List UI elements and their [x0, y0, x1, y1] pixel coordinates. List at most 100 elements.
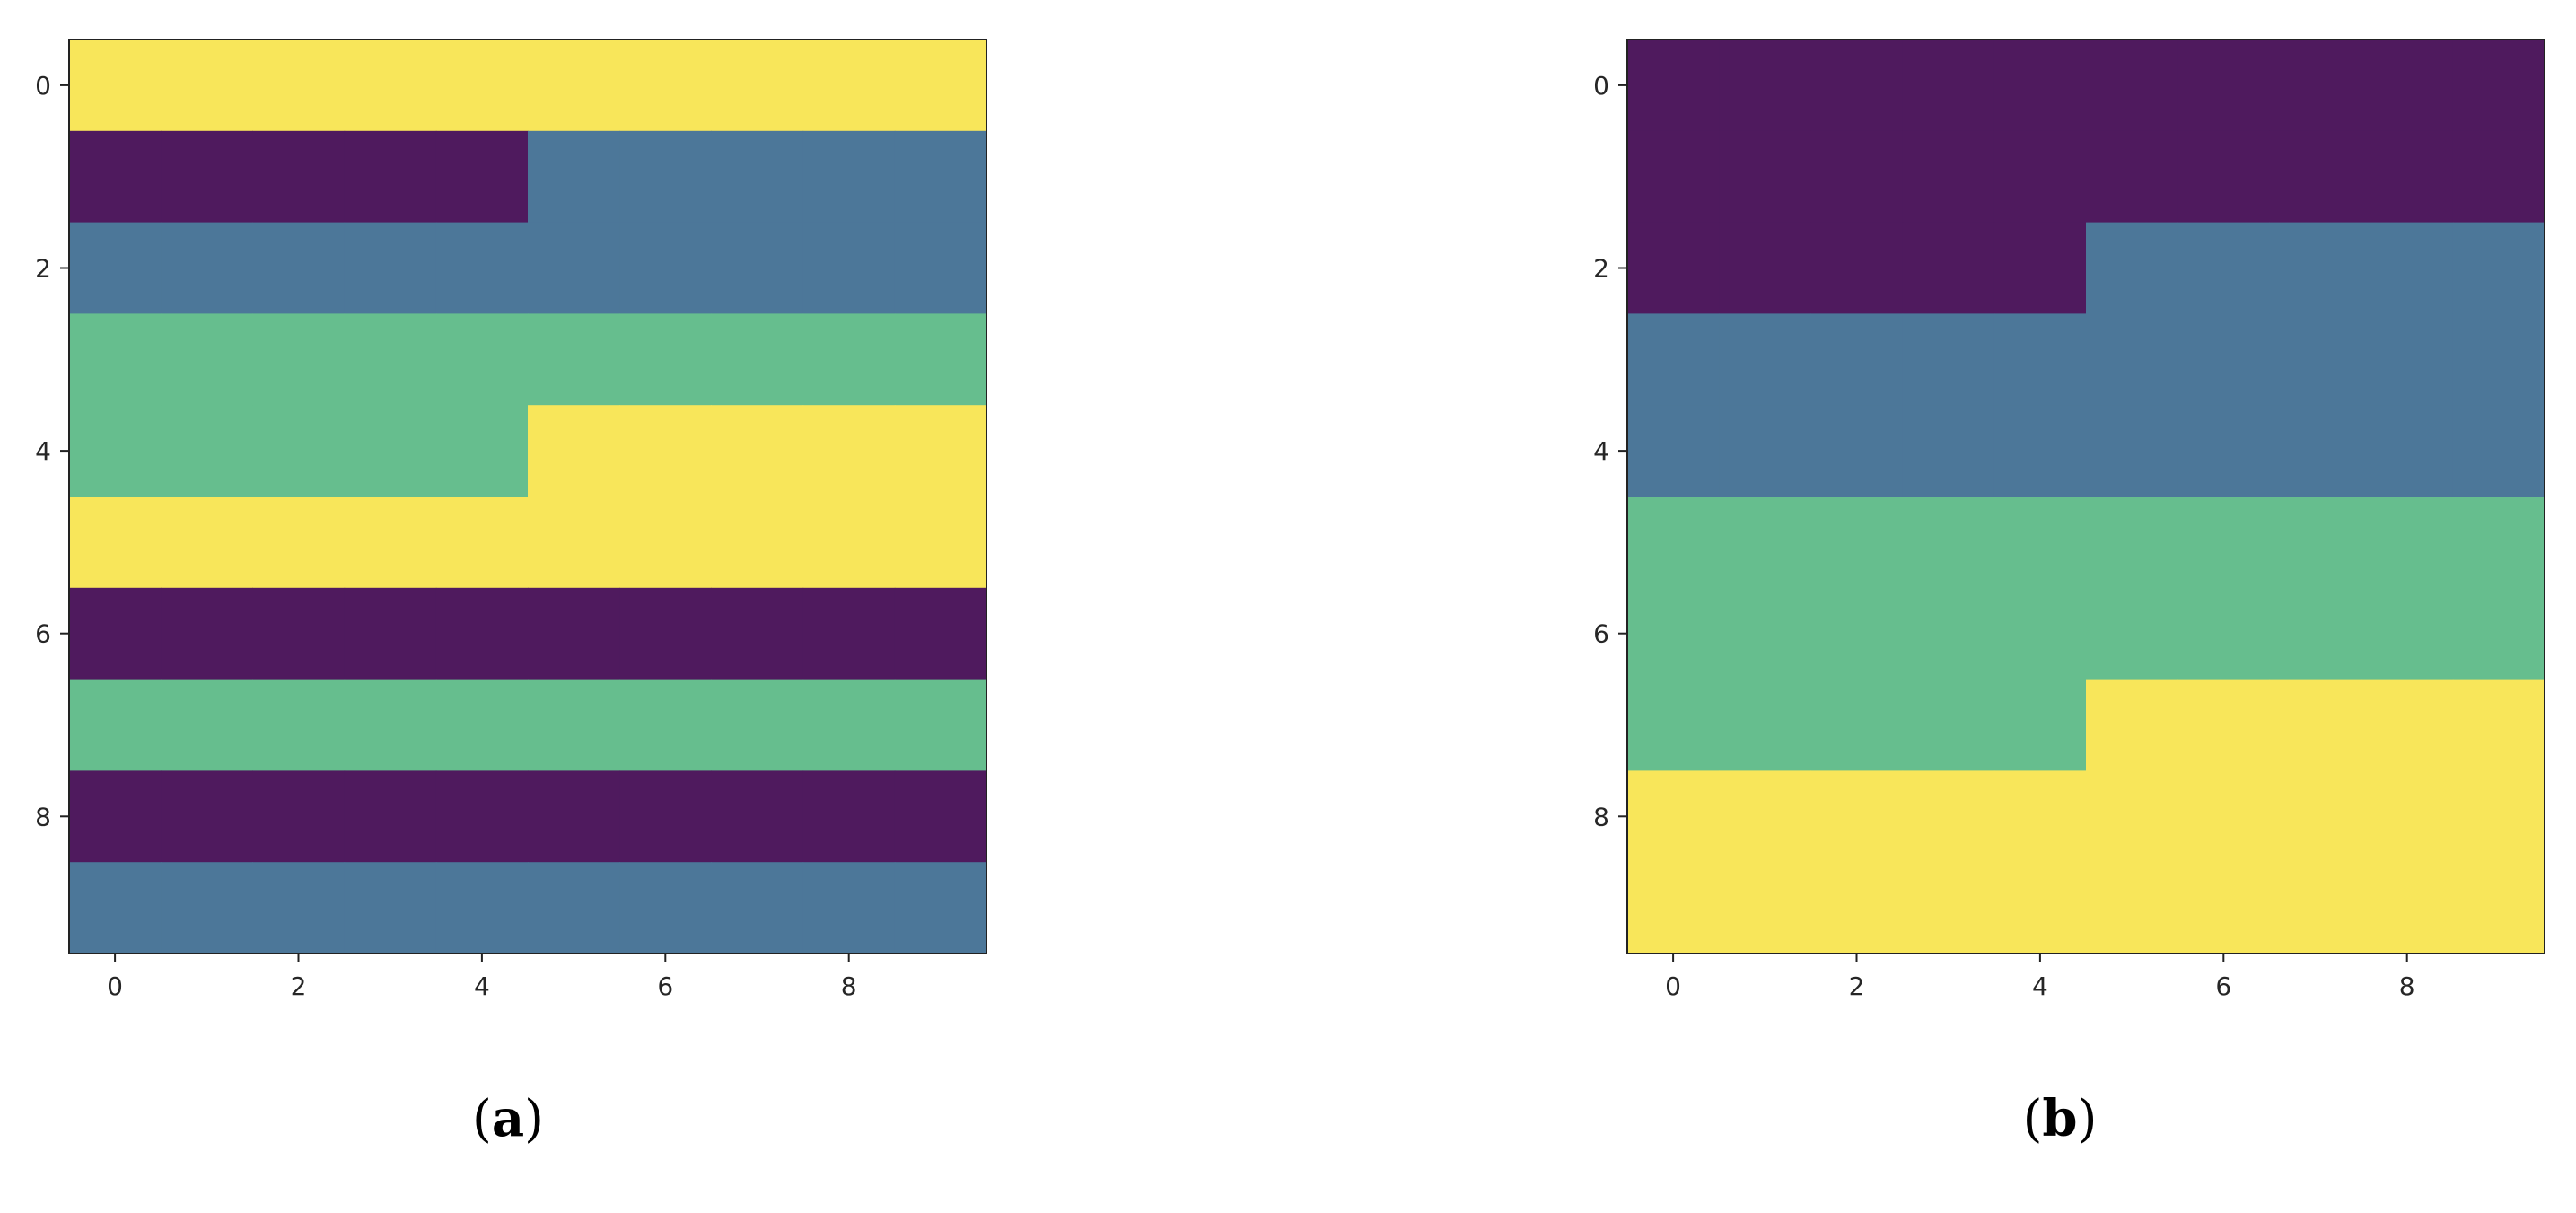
heatmap-cell: [2269, 770, 2362, 863]
heatmap-cell: [2269, 130, 2362, 224]
heatmap-cell: [435, 222, 529, 314]
heatmap-cell: [2361, 770, 2454, 863]
heatmap-cell: [69, 770, 162, 863]
heatmap-cell: [1902, 770, 1995, 863]
heatmap-cell: [2361, 222, 2454, 314]
heatmap-cell: [2452, 222, 2545, 314]
y-tick-label: 2: [1593, 254, 1609, 284]
heatmap-cell: [344, 770, 437, 863]
heatmap-cell: [252, 679, 346, 771]
y-tick-label: 6: [1593, 620, 1609, 649]
heatmap-cell: [1627, 770, 1720, 863]
heatmap-cell: [2361, 497, 2454, 589]
heatmap-cell: [1810, 770, 1904, 863]
heatmap-cell: [69, 130, 162, 224]
heatmap-cell: [161, 497, 253, 589]
heatmap-cell: [2086, 679, 2178, 771]
heatmap-cell: [619, 130, 712, 224]
x-tick-label: 6: [2215, 971, 2231, 1001]
heatmap-cell: [711, 679, 804, 771]
heatmap-cell: [1719, 770, 1811, 863]
heatmap-cell: [1993, 222, 2087, 314]
heatmap-cell: [2177, 130, 2270, 224]
heatmap-cell: [1719, 222, 1811, 314]
heatmap-cell: [802, 587, 896, 681]
heatmap-cell: [2086, 222, 2178, 314]
axes-frame: [1626, 39, 2545, 954]
heatmap-cell: [528, 40, 620, 132]
heatmap-cell: [435, 497, 529, 589]
heatmap-cell: [2452, 405, 2545, 497]
heatmap-cell: [1993, 405, 2087, 497]
heatmap-cell: [1810, 405, 1904, 497]
heatmap-cell: [802, 405, 896, 497]
heatmap-cell: [802, 862, 896, 954]
heatmap-cell: [69, 313, 162, 406]
x-tick-label: 0: [1665, 971, 1681, 1001]
heatmap-cell: [1993, 587, 2087, 681]
heatmap-cell: [2361, 40, 2454, 132]
heatmap-cell: [894, 587, 987, 681]
x-tick-label: 2: [1849, 971, 1865, 1001]
heatmap-cell: [894, 40, 987, 132]
heatmap-cell: [344, 587, 437, 681]
heatmap-cell: [2452, 770, 2545, 863]
heatmap-cell: [1627, 497, 1720, 589]
heatmap-cell: [802, 497, 896, 589]
heatmap-cell: [802, 679, 896, 771]
heatmap-cell: [2177, 679, 2270, 771]
heatmap-cell: [1902, 587, 1995, 681]
heatmap-cell: [344, 313, 437, 406]
heatmap-cell: [2086, 497, 2178, 589]
heatmap-cell: [69, 40, 162, 132]
heatmap-cell: [528, 587, 620, 681]
y-tick-label: 4: [1593, 436, 1609, 466]
heatmap-cell: [1719, 313, 1811, 406]
heatmap-cell: [2361, 679, 2454, 771]
heatmap-cell: [435, 587, 529, 681]
heatmap-cell: [1627, 679, 1720, 771]
heatmap-cell: [1902, 313, 1995, 406]
heatmap-cell: [1627, 405, 1720, 497]
heatmap-cell: [894, 770, 987, 863]
heatmap-cell: [1902, 679, 1995, 771]
y-tick-label: 6: [35, 620, 51, 649]
heatmap-cell: [435, 770, 529, 863]
y-tick-label: 8: [1593, 802, 1609, 831]
x-tick-label: 8: [841, 971, 857, 1001]
x-tick-label: 4: [2032, 971, 2048, 1001]
heatmap-cell: [2361, 313, 2454, 406]
heatmap-cell: [2177, 313, 2270, 406]
heatmap-cell: [1902, 222, 1995, 314]
heatmap-cell: [1902, 862, 1995, 954]
heatmap-cell: [69, 222, 162, 314]
heatmap-cell: [619, 40, 712, 132]
heatmap-cell: [802, 313, 896, 406]
heatmap-cell: [2452, 862, 2545, 954]
heatmap-cell: [1719, 497, 1811, 589]
heatmap-cell: [619, 770, 712, 863]
heatmap-cell: [2086, 130, 2178, 224]
heatmap-cell: [435, 40, 529, 132]
y-tick-label: 2: [35, 254, 51, 284]
heatmap-cell: [1627, 587, 1720, 681]
heatmap-cell: [69, 497, 162, 589]
heatmap-cell: [252, 222, 346, 314]
heatmap-cell: [1719, 405, 1811, 497]
heatmap-cell: [1993, 679, 2087, 771]
heatmap-cell: [711, 222, 804, 314]
heatmap-cell: [344, 40, 437, 132]
heatmap-cell: [344, 130, 437, 224]
heatmap-cell: [1902, 497, 1995, 589]
heatmap-cell: [802, 40, 896, 132]
heatmap-cell: [435, 313, 529, 406]
heatmap-cell: [344, 405, 437, 497]
heatmap-cell: [1993, 313, 2087, 406]
heatmap-cell: [2086, 313, 2178, 406]
heatmap-cell: [69, 405, 162, 497]
heatmap-cell: [2269, 313, 2362, 406]
heatmap-cell: [2269, 40, 2362, 132]
heatmap-cell: [1810, 497, 1904, 589]
heatmap-cell: [2177, 587, 2270, 681]
